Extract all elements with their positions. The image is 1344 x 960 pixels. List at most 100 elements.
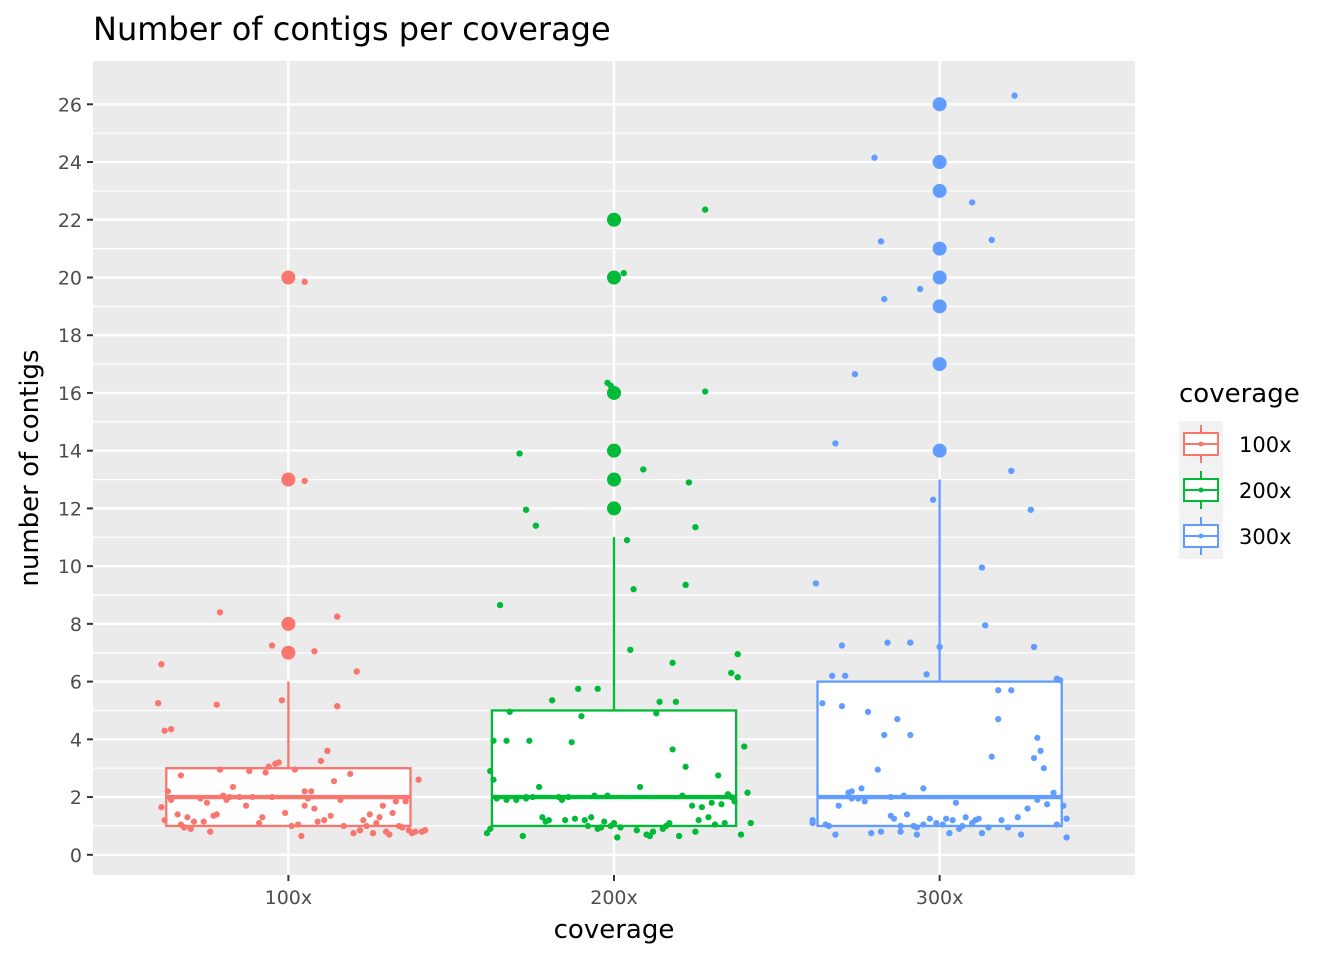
outlier-200x — [607, 270, 621, 285]
jitter-point-100x — [259, 814, 266, 821]
jitter-point-200x — [728, 669, 735, 677]
jitter-point-200x — [640, 466, 647, 473]
jitter-point-300x — [881, 731, 888, 739]
jitter-point-300x — [1030, 754, 1038, 762]
legend-label: 300x — [1239, 525, 1292, 549]
outlier-300x — [932, 270, 947, 285]
jitter-point-300x — [877, 238, 885, 245]
jitter-point-300x — [907, 731, 914, 739]
jitter-point-100x — [229, 783, 237, 791]
jitter-point-300x — [1050, 789, 1057, 796]
outlier-300x — [932, 299, 947, 314]
jitter-point-300x — [887, 793, 894, 801]
jitter-point-200x — [591, 792, 598, 799]
jitter-point-100x — [347, 770, 354, 778]
jitter-point-200x — [601, 818, 608, 825]
y-tick-label: 22 — [58, 210, 82, 232]
jitter-points-top — [155, 92, 1070, 841]
jitter-point-100x — [337, 796, 344, 804]
jitter-point-100x — [236, 793, 243, 801]
jitter-point-300x — [874, 766, 881, 773]
jitter-point-200x — [666, 819, 673, 827]
jitter-point-300x — [819, 700, 826, 707]
jitter-point-200x — [483, 830, 491, 837]
jitter-point-100x — [304, 795, 312, 802]
jitter-point-100x — [282, 809, 289, 817]
jitter-point-300x — [988, 236, 995, 244]
jitter-point-300x — [1017, 831, 1025, 838]
jitter-point-200x — [728, 793, 735, 801]
jitter-point-100x — [161, 817, 168, 824]
legend-key-point — [1198, 487, 1204, 493]
jitter-point-200x — [711, 821, 719, 828]
legend-key-point — [1198, 441, 1204, 447]
jitter-point-100x — [249, 793, 256, 801]
jitter-point-100x — [174, 811, 181, 818]
jitter-point-200x — [584, 822, 592, 830]
jitter-point-100x — [181, 824, 188, 831]
jitter-point-300x — [842, 672, 849, 679]
jitter-point-100x — [197, 795, 204, 802]
jitter-point-200x — [610, 819, 618, 827]
jitter-point-300x — [975, 815, 982, 822]
jitter-point-200x — [539, 814, 546, 821]
jitter-point-300x — [1063, 834, 1070, 841]
jitter-point-200x — [545, 817, 552, 824]
jitter-point-300x — [1060, 802, 1067, 809]
jitter-point-100x — [301, 477, 308, 485]
jitter-point-300x — [864, 708, 872, 716]
outlier-200x — [607, 472, 621, 487]
jitter-point-200x — [734, 651, 741, 658]
jitter-point-300x — [1043, 801, 1051, 808]
jitter-point-100x — [324, 747, 331, 754]
outlier-100x — [281, 616, 296, 631]
jitter-point-300x — [809, 817, 816, 824]
jitter-point-300x — [1008, 687, 1015, 694]
legend-title: coverage — [1179, 379, 1300, 409]
jitter-point-100x — [242, 802, 250, 809]
jitter-point-300x — [939, 821, 946, 828]
jitter-point-200x — [682, 763, 689, 770]
jitter-point-300x — [978, 564, 986, 571]
jitter-point-300x — [1011, 92, 1018, 99]
y-tick-label: 10 — [58, 556, 82, 578]
jitter-point-100x — [226, 793, 233, 801]
jitter-point-300x — [832, 831, 839, 838]
jitter-point-100x — [350, 830, 357, 837]
jitter-point-100x — [213, 701, 220, 708]
jitter-point-100x — [158, 804, 165, 811]
jitter-point-300x — [923, 671, 930, 678]
outlier-300x — [932, 357, 947, 372]
jitter-point-200x — [549, 697, 556, 704]
y-tick-label: 6 — [70, 672, 82, 694]
jitter-point-200x — [526, 737, 533, 744]
jitter-point-200x — [487, 767, 494, 775]
jitter-point-100x — [200, 818, 207, 825]
jitter-point-200x — [516, 450, 523, 457]
jitter-point-200x — [692, 524, 699, 531]
jitter-point-200x — [741, 743, 748, 750]
jitter-point-200x — [513, 796, 520, 804]
jitter-point-300x — [890, 815, 898, 822]
jitter-point-100x — [301, 802, 308, 809]
jitter-point-300x — [926, 815, 933, 822]
jitter-point-200x — [581, 817, 588, 824]
jitter-point-100x — [399, 824, 406, 831]
jitter-point-100x — [220, 792, 227, 799]
jitter-point-100x — [207, 828, 214, 835]
jitter-point-100x — [330, 778, 338, 785]
y-tick-label: 14 — [58, 441, 82, 463]
jitter-point-300x — [861, 798, 868, 805]
jitter-point-300x — [943, 815, 950, 822]
jitter-point-100x — [216, 609, 224, 616]
jitter-point-100x — [288, 822, 295, 830]
jitter-point-100x — [168, 726, 175, 733]
jitter-point-200x — [689, 802, 696, 809]
jitter-point-300x — [838, 703, 846, 710]
jitter-point-100x — [308, 788, 315, 795]
jitter-point-300x — [916, 285, 924, 293]
jitter-point-100x — [255, 819, 263, 827]
jitter-point-200x — [692, 828, 699, 835]
jitter-point-200x — [575, 685, 582, 692]
jitter-point-200x — [685, 479, 692, 486]
